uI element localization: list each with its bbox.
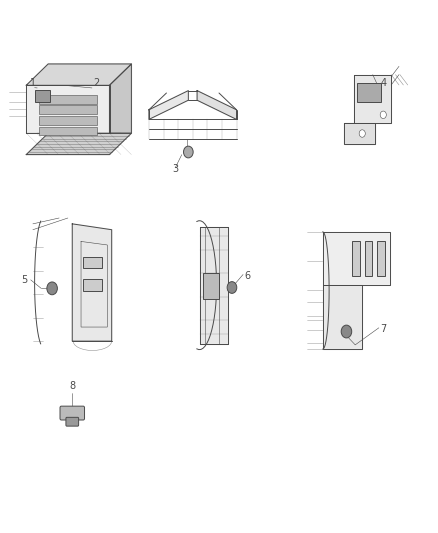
Bar [204, 273, 219, 299]
Bar [39, 126, 97, 135]
Text: 2: 2 [93, 78, 99, 87]
Circle shape [227, 281, 237, 293]
Circle shape [47, 282, 57, 295]
Bar [377, 241, 385, 277]
FancyBboxPatch shape [66, 417, 78, 426]
Bar [35, 90, 49, 102]
Bar [83, 257, 102, 269]
Text: 3: 3 [172, 164, 178, 174]
Bar [39, 106, 97, 114]
Polygon shape [149, 91, 188, 119]
Bar [83, 279, 102, 290]
Circle shape [359, 130, 365, 137]
Bar [39, 116, 97, 125]
Bar [364, 241, 372, 277]
Polygon shape [323, 285, 362, 349]
Polygon shape [199, 227, 228, 344]
Text: 8: 8 [69, 382, 75, 391]
Circle shape [184, 146, 193, 158]
Text: 1: 1 [30, 78, 36, 87]
Polygon shape [110, 64, 131, 133]
Polygon shape [323, 232, 390, 285]
Polygon shape [72, 224, 112, 341]
Bar [357, 83, 381, 102]
Text: 7: 7 [380, 324, 386, 334]
Text: 5: 5 [21, 275, 27, 285]
Polygon shape [26, 85, 110, 133]
Text: 6: 6 [244, 271, 251, 280]
Polygon shape [344, 123, 375, 144]
Polygon shape [26, 133, 131, 155]
Bar [39, 95, 97, 103]
Bar [352, 241, 360, 277]
Polygon shape [354, 75, 391, 123]
Polygon shape [197, 91, 237, 119]
Polygon shape [26, 64, 131, 85]
Circle shape [380, 111, 386, 118]
Text: 4: 4 [380, 78, 386, 87]
FancyBboxPatch shape [60, 406, 85, 420]
Circle shape [341, 325, 352, 338]
